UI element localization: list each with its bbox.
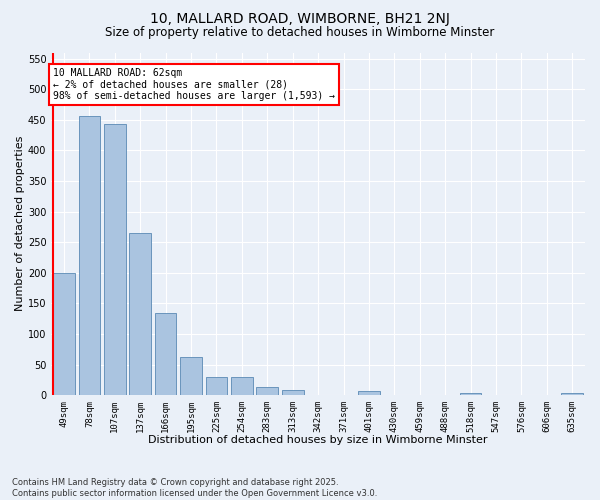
Bar	[180, 357, 202, 395]
Bar	[155, 312, 176, 395]
Text: Contains HM Land Registry data © Crown copyright and database right 2025.
Contai: Contains HM Land Registry data © Crown c…	[12, 478, 377, 498]
Bar	[206, 377, 227, 395]
Y-axis label: Number of detached properties: Number of detached properties	[15, 136, 25, 312]
Text: 10, MALLARD ROAD, WIMBORNE, BH21 2NJ: 10, MALLARD ROAD, WIMBORNE, BH21 2NJ	[150, 12, 450, 26]
Text: Size of property relative to detached houses in Wimborne Minster: Size of property relative to detached ho…	[106, 26, 494, 39]
Bar	[79, 116, 100, 395]
Bar	[460, 392, 481, 395]
Bar	[130, 233, 151, 395]
Bar	[282, 390, 304, 395]
Bar	[562, 392, 583, 395]
Bar	[256, 386, 278, 395]
Bar	[358, 391, 380, 395]
X-axis label: Distribution of detached houses by size in Wimborne Minster: Distribution of detached houses by size …	[148, 435, 488, 445]
Bar	[53, 273, 75, 395]
Text: 10 MALLARD ROAD: 62sqm
← 2% of detached houses are smaller (28)
98% of semi-deta: 10 MALLARD ROAD: 62sqm ← 2% of detached …	[53, 68, 335, 101]
Bar	[231, 377, 253, 395]
Bar	[104, 124, 125, 395]
